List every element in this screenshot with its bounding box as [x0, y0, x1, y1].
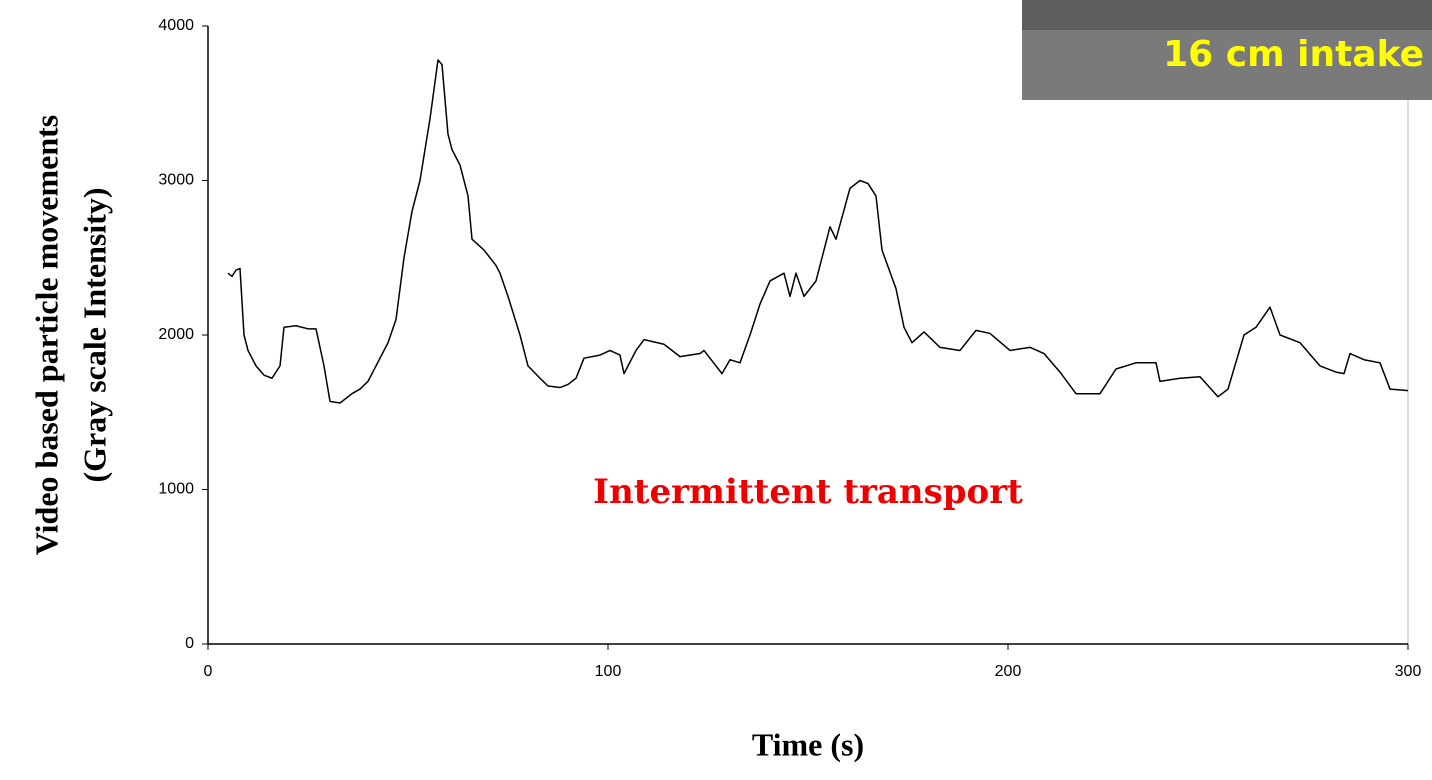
data-line: [227, 59, 1409, 404]
y-tick-label: 4000: [158, 17, 194, 34]
x-tick-label: 0: [204, 663, 213, 680]
x-tick-label: 300: [1395, 663, 1422, 680]
y-tick-label: 1000: [158, 481, 194, 498]
x-tick-label: 100: [595, 663, 622, 680]
inset-label: 16 cm intake: [1163, 34, 1424, 75]
y-axis-title: Video based particle movements (Gray sca…: [28, 115, 112, 556]
annotation: Intermittent transport: [593, 472, 1023, 512]
y-axis-title-line: Video based particle movements: [28, 115, 64, 556]
inset-photo-shade: [1022, 0, 1432, 30]
x-axis-title: Time (s): [752, 726, 864, 762]
y-tick-label: 2000: [158, 326, 194, 343]
x-tick-label: 200: [995, 663, 1022, 680]
y-tick-label: 0: [185, 635, 194, 652]
y-tick-label: 3000: [158, 172, 194, 189]
y-axis-title-line: (Gray scale Intensity): [76, 187, 112, 482]
